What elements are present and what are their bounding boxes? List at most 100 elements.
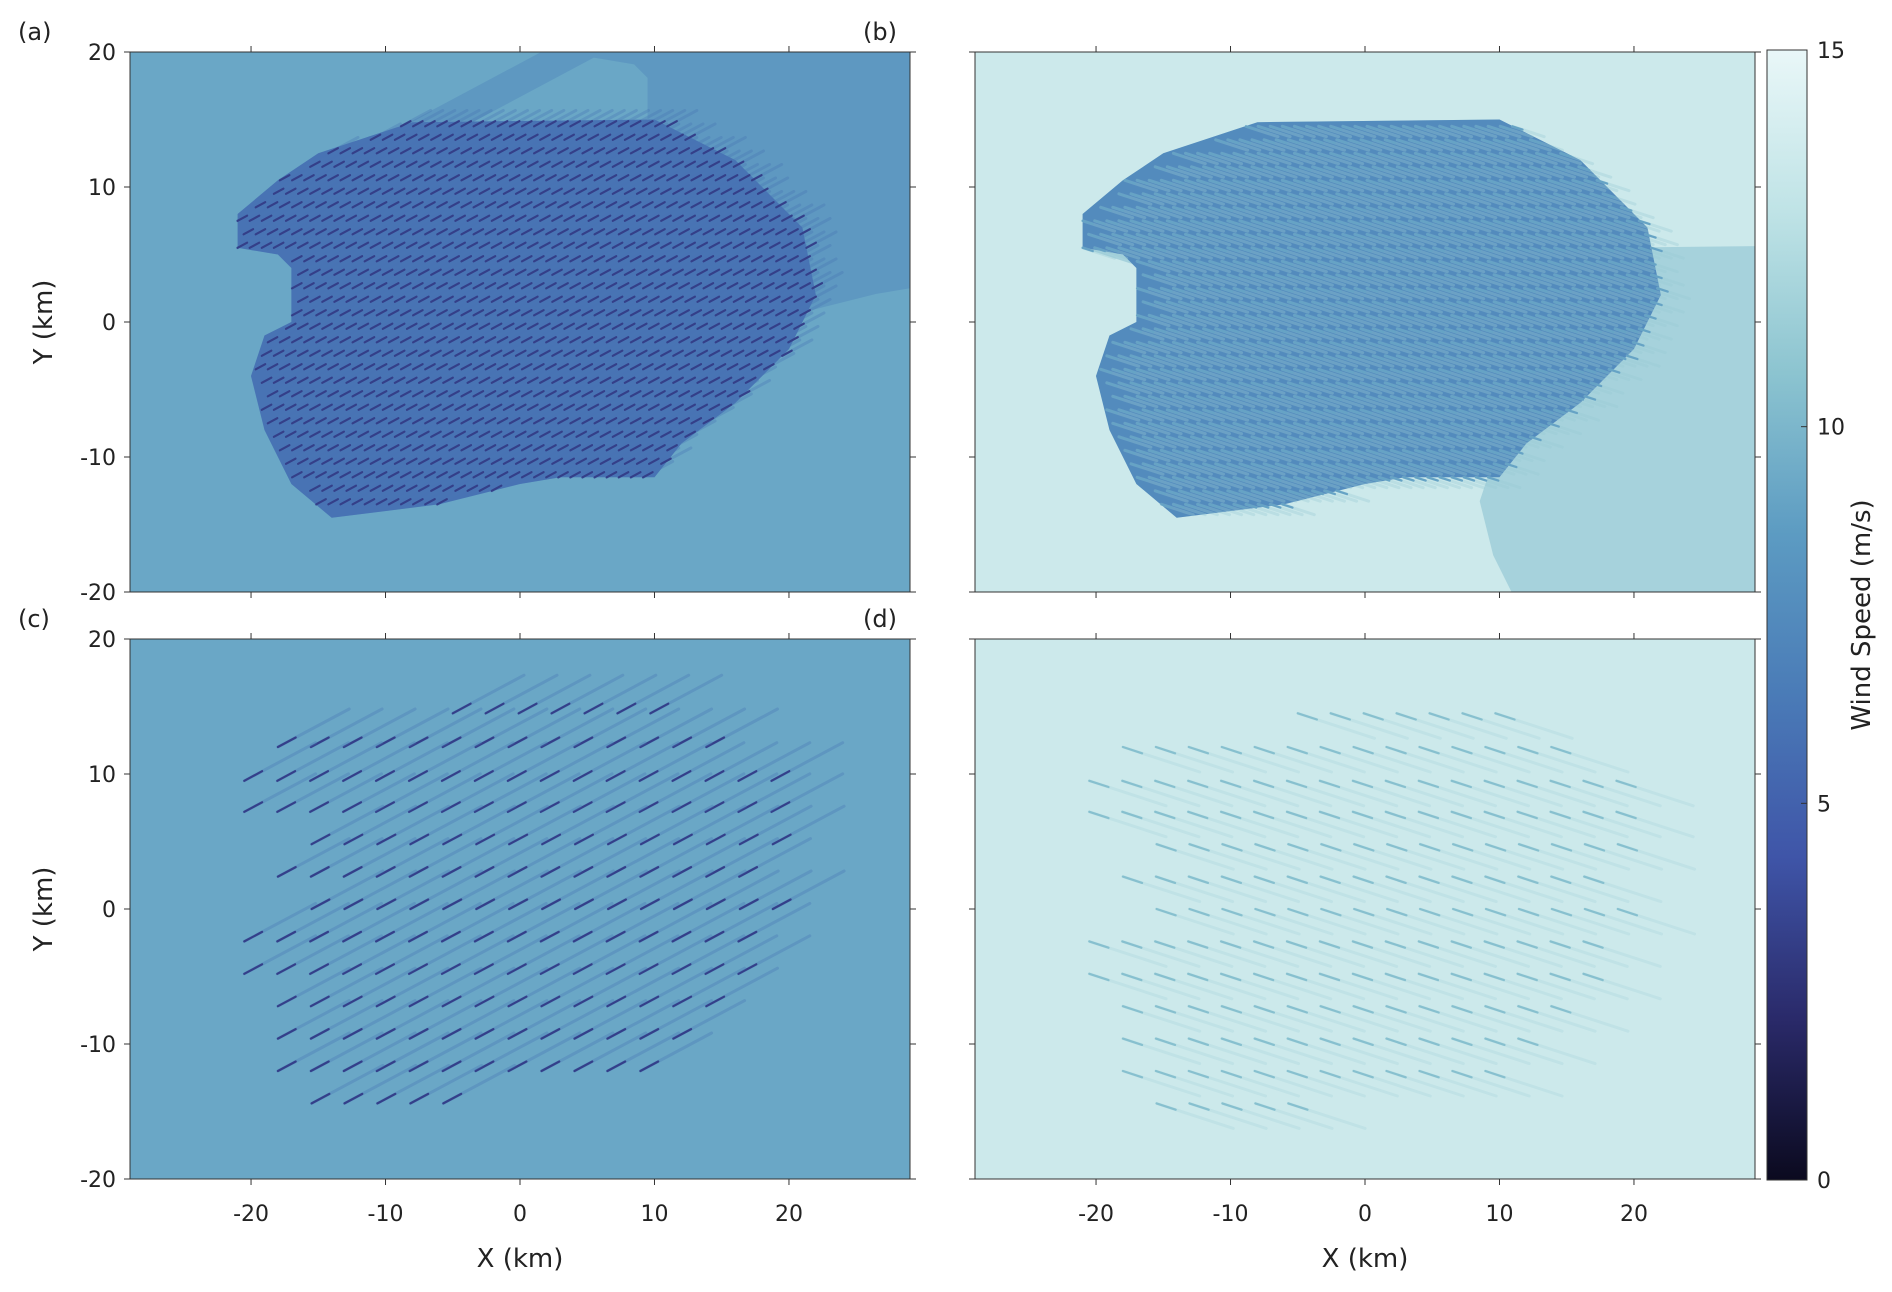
- turbine-marker: [1293, 422, 1306, 428]
- turbine-marker: [1365, 314, 1379, 320]
- turbine-marker: [1583, 314, 1597, 320]
- turbine-marker: [297, 349, 309, 357]
- turbine-marker: [1335, 435, 1349, 442]
- turbine-marker: [1160, 449, 1173, 455]
- turbine-marker: [1529, 354, 1542, 361]
- turbine-marker: [539, 214, 551, 222]
- turbine-marker: [671, 770, 692, 782]
- turbine-marker: [599, 403, 612, 411]
- turbine-marker: [660, 160, 672, 168]
- turbine-marker: [1154, 435, 1167, 442]
- turbine-marker: [1480, 462, 1494, 469]
- turbine-marker: [1450, 314, 1464, 320]
- turbine-marker: [381, 214, 394, 222]
- turbine-marker: [1384, 138, 1397, 145]
- turbine-marker: [474, 995, 495, 1008]
- turbine-marker: [654, 390, 666, 398]
- turbine-marker: [1329, 233, 1343, 239]
- turbine-marker: [1275, 435, 1288, 442]
- turbine-marker: [1305, 314, 1318, 320]
- turbine-marker: [690, 417, 703, 425]
- turbine-marker: [660, 214, 672, 222]
- turbine-marker: [750, 309, 763, 317]
- turbine-marker: [1250, 192, 1264, 199]
- turbine-marker: [1220, 368, 1234, 374]
- turbine-marker: [1172, 206, 1185, 212]
- turbine-marker: [557, 309, 569, 317]
- turbine-marker: [408, 865, 429, 878]
- turbine-marker: [436, 417, 448, 425]
- turbine-marker: [507, 995, 528, 1008]
- turbine-marker: [472, 444, 485, 452]
- wake-region: [237, 119, 816, 518]
- turbine-marker: [635, 376, 648, 384]
- turbine-marker: [750, 336, 763, 344]
- turbine-marker: [702, 282, 715, 290]
- turbine-marker: [1123, 422, 1137, 428]
- turbine-marker: [1577, 192, 1591, 199]
- turbine-marker: [1371, 192, 1385, 199]
- turbine-marker: [1451, 875, 1473, 885]
- turbine-marker: [1444, 165, 1458, 172]
- turbine-marker: [629, 390, 642, 398]
- turbine-marker: [1613, 246, 1627, 253]
- turbine-marker: [1184, 314, 1197, 320]
- turbine-marker: [672, 865, 693, 878]
- turbine-marker: [629, 147, 642, 155]
- turbine-marker: [606, 736, 627, 749]
- turbine-marker: [1154, 273, 1167, 280]
- turbine-marker: [1480, 192, 1494, 199]
- turbine-marker: [375, 498, 388, 506]
- panel-background: [975, 639, 1755, 1179]
- turbine-marker: [1244, 476, 1258, 482]
- turbine-marker: [1462, 368, 1476, 374]
- turbine-marker: [1529, 381, 1542, 388]
- turbine-marker: [684, 349, 697, 357]
- turbine-marker: [472, 282, 485, 290]
- turbine-marker: [1329, 206, 1343, 212]
- turbine-marker: [475, 898, 496, 911]
- turbine-marker: [418, 160, 430, 168]
- turbine-marker: [1377, 260, 1391, 266]
- turbine-marker: [532, 255, 545, 263]
- turbine-marker: [575, 160, 588, 168]
- turbine-marker: [345, 403, 358, 411]
- turbine-marker: [629, 228, 642, 236]
- turbine-marker: [1220, 179, 1234, 185]
- turbine-marker: [605, 174, 618, 182]
- turbine-marker: [327, 201, 339, 209]
- turbine-marker: [1414, 476, 1427, 482]
- turbine-marker: [1371, 246, 1385, 253]
- turbine-marker: [1535, 314, 1548, 320]
- turbine-marker: [1202, 165, 1216, 172]
- turbine-marker: [1577, 165, 1591, 172]
- turbine-marker: [714, 309, 727, 317]
- turbine-marker: [327, 309, 339, 317]
- turbine-marker: [1583, 843, 1606, 852]
- turbine-marker: [1154, 875, 1177, 885]
- x-tick-label: 20: [775, 1202, 803, 1227]
- turbine-marker: [466, 484, 479, 492]
- turbine-marker: [720, 403, 733, 411]
- turbine-marker: [1148, 368, 1161, 374]
- turbine-marker: [393, 484, 406, 492]
- turbine-marker: [1254, 907, 1276, 917]
- turbine-marker: [1250, 300, 1264, 307]
- turbine-marker: [705, 995, 726, 1008]
- turbine-marker: [1365, 233, 1379, 239]
- turbine-marker: [1208, 449, 1222, 455]
- turbine-marker: [276, 1060, 297, 1073]
- turbine-marker: [684, 214, 697, 222]
- turbine-marker: [1461, 712, 1483, 721]
- turbine-marker: [260, 376, 273, 384]
- turbine-marker: [606, 865, 627, 878]
- turbine-marker: [775, 336, 787, 344]
- turbine-marker: [539, 403, 551, 411]
- turbine-marker: [430, 214, 442, 222]
- turbine-marker: [1377, 449, 1391, 455]
- turbine-marker: [539, 295, 551, 303]
- turbine-marker: [1250, 435, 1264, 442]
- turbine-marker: [441, 736, 462, 749]
- turbine-marker: [611, 403, 624, 411]
- turbine-marker: [436, 390, 448, 398]
